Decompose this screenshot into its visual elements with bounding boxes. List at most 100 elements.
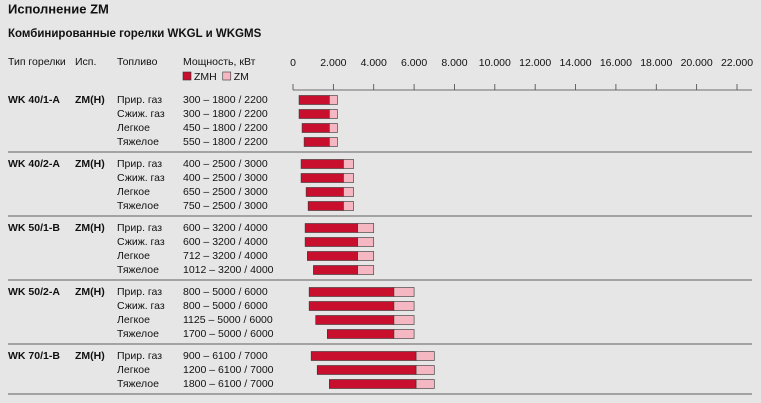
bar-zm	[393, 329, 415, 339]
range-label: 800 – 5000 / 6000	[183, 300, 268, 312]
bar-zm	[393, 287, 415, 297]
fuel: Прир. газ	[117, 350, 162, 362]
fuel: Легкое	[117, 250, 150, 262]
range-label: 600 – 3200 / 4000	[183, 222, 268, 234]
model: WK 50/2-A	[8, 286, 60, 298]
version: ZM(H)	[75, 94, 105, 106]
x-tick-label: 0	[290, 57, 296, 69]
fuel: Легкое	[117, 314, 150, 326]
legend-swatch	[182, 71, 192, 81]
bar-zm	[357, 223, 375, 233]
column-header: Тип горелки	[8, 56, 66, 68]
fuel: Прир. газ	[117, 94, 162, 106]
model: WK 70/1-B	[8, 350, 60, 362]
bar-zm	[329, 109, 338, 119]
range-label: 900 – 6100 / 7000	[183, 350, 268, 362]
fuel: Тяжелое	[117, 200, 159, 212]
fuel: Прир. газ	[117, 222, 162, 234]
model: WK 40/2-A	[8, 158, 60, 170]
bar-zmh	[307, 251, 358, 261]
range-label: 400 – 2500 / 3000	[183, 172, 268, 184]
fuel: Легкое	[117, 122, 150, 134]
bar-zmh	[327, 329, 395, 339]
bar-zmh	[308, 287, 395, 297]
fuel: Тяжелое	[117, 136, 159, 148]
column-header: Исп.	[75, 56, 96, 68]
range-label: 450 – 1800 / 2200	[183, 122, 268, 134]
range-label: 1700 – 5000 / 6000	[183, 328, 274, 340]
fuel: Прир. газ	[117, 286, 162, 298]
range-label: 300 – 1800 / 2200	[183, 108, 268, 120]
x-tick-label: 8.000	[441, 57, 467, 69]
x-tick-label: 2.000	[320, 57, 346, 69]
bar-zm	[357, 265, 375, 275]
bar-zm	[343, 201, 354, 211]
x-tick-label: 10.000	[479, 57, 511, 69]
bar-zmh	[301, 123, 330, 133]
bar-zmh	[304, 237, 358, 247]
bar-zmh	[308, 301, 395, 311]
fuel: Легкое	[117, 186, 150, 198]
version: ZM(H)	[75, 286, 105, 298]
range-label: 1200 – 6100 / 7000	[183, 364, 274, 376]
bar-zmh	[316, 365, 417, 375]
range-label: 400 – 2500 / 3000	[183, 158, 268, 170]
range-label: 600 – 3200 / 4000	[183, 236, 268, 248]
bar-zmh	[300, 159, 344, 169]
fuel: Сжиж. газ	[117, 300, 165, 312]
range-label: 1012 – 3200 / 4000	[183, 264, 274, 276]
version: ZM(H)	[75, 222, 105, 234]
fuel: Легкое	[117, 364, 150, 376]
bar-zm	[393, 301, 415, 311]
legend-label: ZMH	[194, 71, 217, 83]
x-tick-label: 12.000	[519, 57, 551, 69]
x-tick-label: 22.000	[721, 57, 753, 69]
bar-zmh	[298, 95, 330, 105]
model: WK 50/1-B	[8, 222, 60, 234]
range-label: 550 – 1800 / 2200	[183, 136, 268, 148]
bar-zmh	[303, 137, 330, 147]
bar-zm	[329, 123, 338, 133]
range-label: 650 – 2500 / 3000	[183, 186, 268, 198]
bar-zm	[357, 237, 375, 247]
column-header: Топливо	[117, 56, 158, 68]
range-label: 1800 – 6100 / 7000	[183, 378, 274, 390]
legend-label: ZM	[234, 71, 249, 83]
bar-zm	[357, 251, 375, 261]
range-label: 300 – 1800 / 2200	[183, 94, 268, 106]
bar-zm	[329, 95, 338, 105]
fuel: Сжиж. газ	[117, 108, 165, 120]
model: WK 40/1-A	[8, 94, 60, 106]
bar-zmh	[298, 109, 330, 119]
fuel: Сжиж. газ	[117, 236, 165, 248]
bar-zm	[343, 187, 354, 197]
x-tick-label: 16.000	[600, 57, 632, 69]
bar-zm	[415, 365, 435, 375]
column-header: Мощность, кВт	[183, 56, 256, 68]
legend-swatch	[222, 71, 232, 81]
bar-zmh	[329, 379, 417, 389]
range-label: 750 – 2500 / 3000	[183, 200, 268, 212]
x-tick-label: 20.000	[681, 57, 713, 69]
fuel: Прир. газ	[117, 158, 162, 170]
bar-zm	[415, 379, 435, 389]
version: ZM(H)	[75, 350, 105, 362]
range-label: 1125 – 5000 / 6000	[183, 314, 273, 326]
bar-zm	[393, 315, 415, 325]
fuel: Тяжелое	[117, 378, 159, 390]
x-tick-label: 4.000	[361, 57, 387, 69]
bar-zm	[329, 137, 338, 147]
bar-zmh	[313, 265, 358, 275]
bar-zmh	[305, 187, 344, 197]
bar-zm	[415, 351, 435, 361]
bar-zmh	[315, 315, 395, 325]
bar-zmh	[307, 201, 344, 211]
fuel: Тяжелое	[117, 264, 159, 276]
bar-zmh	[304, 223, 358, 233]
version: ZM(H)	[75, 158, 105, 170]
x-tick-label: 14.000	[559, 57, 591, 69]
bar-zm	[343, 159, 354, 169]
range-label: 712 – 3200 / 4000	[183, 250, 268, 262]
x-tick-label: 6.000	[401, 57, 427, 69]
